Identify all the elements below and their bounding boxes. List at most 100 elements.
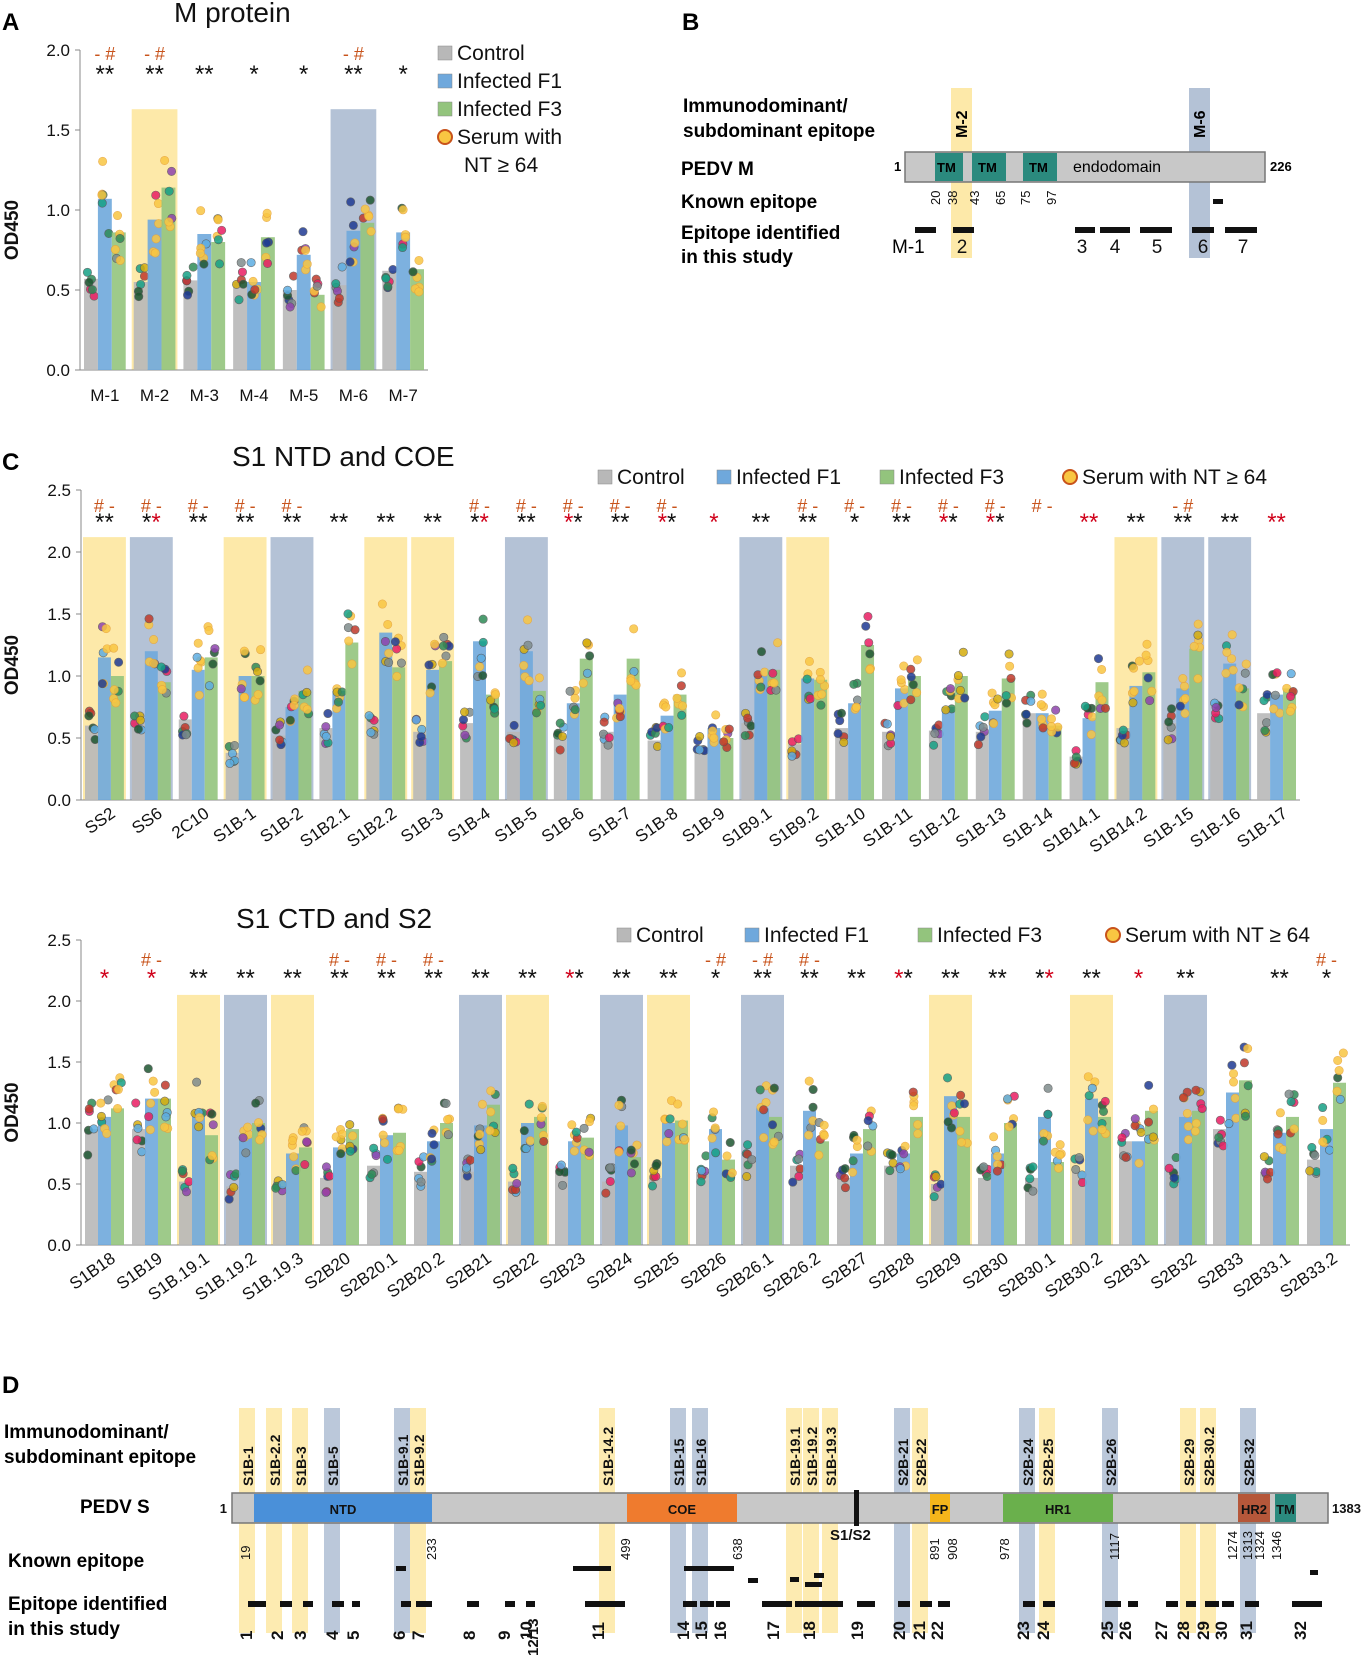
data-point (491, 690, 501, 700)
epitope-bar (332, 1601, 344, 1607)
data-point (980, 712, 990, 722)
significance-stars: ** (95, 509, 114, 536)
data-point (150, 248, 160, 258)
bar (532, 690, 546, 800)
bar (204, 657, 218, 800)
data-point (1240, 668, 1250, 678)
significance-stars: ** (344, 61, 363, 88)
legend-swatch (744, 927, 760, 943)
data-point (135, 715, 145, 725)
data-point (1269, 704, 1279, 714)
data-point (350, 238, 360, 248)
significance-hash: # - (516, 496, 537, 516)
data-point (804, 1130, 814, 1140)
data-point (794, 1154, 804, 1164)
data-point (864, 638, 874, 648)
data-point (458, 715, 468, 725)
bar (179, 1181, 192, 1245)
significance-hash: - # (1172, 496, 1193, 516)
m-protein-bar (904, 151, 1266, 183)
data-point (210, 644, 220, 654)
data-point (321, 731, 331, 741)
data-point (302, 687, 312, 697)
data-point (579, 1123, 589, 1133)
highlight-label: S1B-9.2 (411, 1434, 427, 1486)
significance-hash: # - (281, 496, 302, 516)
data-point (1286, 1097, 1296, 1107)
data-point (348, 220, 358, 230)
data-point (98, 156, 108, 166)
data-point (83, 1150, 93, 1160)
data-point (768, 1120, 778, 1130)
bar (1260, 1171, 1273, 1245)
epitope-number: 31 (1237, 1621, 1256, 1640)
data-point (524, 676, 534, 686)
position-label: 1346 (1269, 1531, 1284, 1560)
data-point (571, 1127, 581, 1137)
data-point (626, 1168, 636, 1178)
bar (694, 747, 708, 800)
d-row-identified-1: Epitope identified (8, 1594, 167, 1615)
data-point (852, 1135, 862, 1145)
data-point (1243, 1044, 1253, 1054)
bar (132, 1129, 145, 1245)
bar (1333, 1082, 1346, 1245)
epitope-number: 29 (1194, 1621, 1213, 1640)
data-point (1262, 1174, 1272, 1184)
significance-stars: ** (1080, 509, 1099, 536)
highlight-label: S1B-16 (693, 1438, 709, 1486)
data-point (188, 262, 198, 272)
bar (392, 667, 406, 800)
data-point (160, 155, 170, 165)
chart-title: M protein (174, 0, 291, 28)
data-point (989, 719, 999, 729)
data-point (943, 1117, 953, 1127)
highlight-label: S1B-9.1 (395, 1434, 411, 1486)
bar (345, 642, 359, 800)
epitope-number: 1 (237, 1631, 256, 1640)
data-point (1002, 698, 1012, 708)
epitope-number: 16 (711, 1621, 730, 1640)
bar (157, 682, 171, 800)
data-point (1307, 1142, 1317, 1152)
bar (1273, 1132, 1286, 1245)
domain-block (1003, 1494, 1113, 1522)
epitope-bar (915, 227, 936, 233)
data-point (1148, 1104, 1158, 1114)
data-point (378, 1130, 388, 1140)
epitope-bar (467, 1601, 479, 1607)
data-point (521, 1144, 531, 1154)
data-point (149, 659, 159, 669)
data-point (1289, 1124, 1299, 1134)
epitope-number: 15 (692, 1621, 711, 1640)
data-point (1143, 673, 1153, 683)
epitope-number: 4 (1110, 237, 1121, 258)
y-tick-label: 0.5 (47, 729, 71, 748)
x-tick-label: SS6 (128, 804, 165, 838)
highlight-label: S2B-30.2 (1201, 1427, 1217, 1486)
highlight-label: S1B-2.2 (267, 1434, 283, 1486)
legend-label: Infected F1 (457, 70, 562, 93)
data-point (1230, 1093, 1240, 1103)
data-point (96, 1098, 106, 1108)
data-point (788, 1177, 798, 1187)
data-point (113, 1085, 123, 1095)
significance-stars: ** (236, 965, 255, 992)
data-point (1087, 712, 1097, 722)
data-point (759, 1133, 769, 1143)
data-point (157, 685, 167, 695)
highlight-label-m2: M-2 (954, 110, 971, 138)
bar (1004, 1123, 1017, 1245)
legend-label: Control (617, 466, 685, 489)
data-point (336, 1149, 346, 1159)
x-tick-label: S1B-1 (210, 804, 260, 847)
legend-label: Infected F3 (457, 98, 562, 121)
bar (861, 645, 875, 800)
data-point (382, 1154, 392, 1164)
data-point (416, 1177, 426, 1187)
epitope-bar (1128, 1601, 1138, 1607)
bar (147, 219, 162, 370)
position-label: 20 (928, 191, 943, 205)
legend-label: Control (636, 924, 704, 947)
significance-hash: # - (235, 496, 256, 516)
